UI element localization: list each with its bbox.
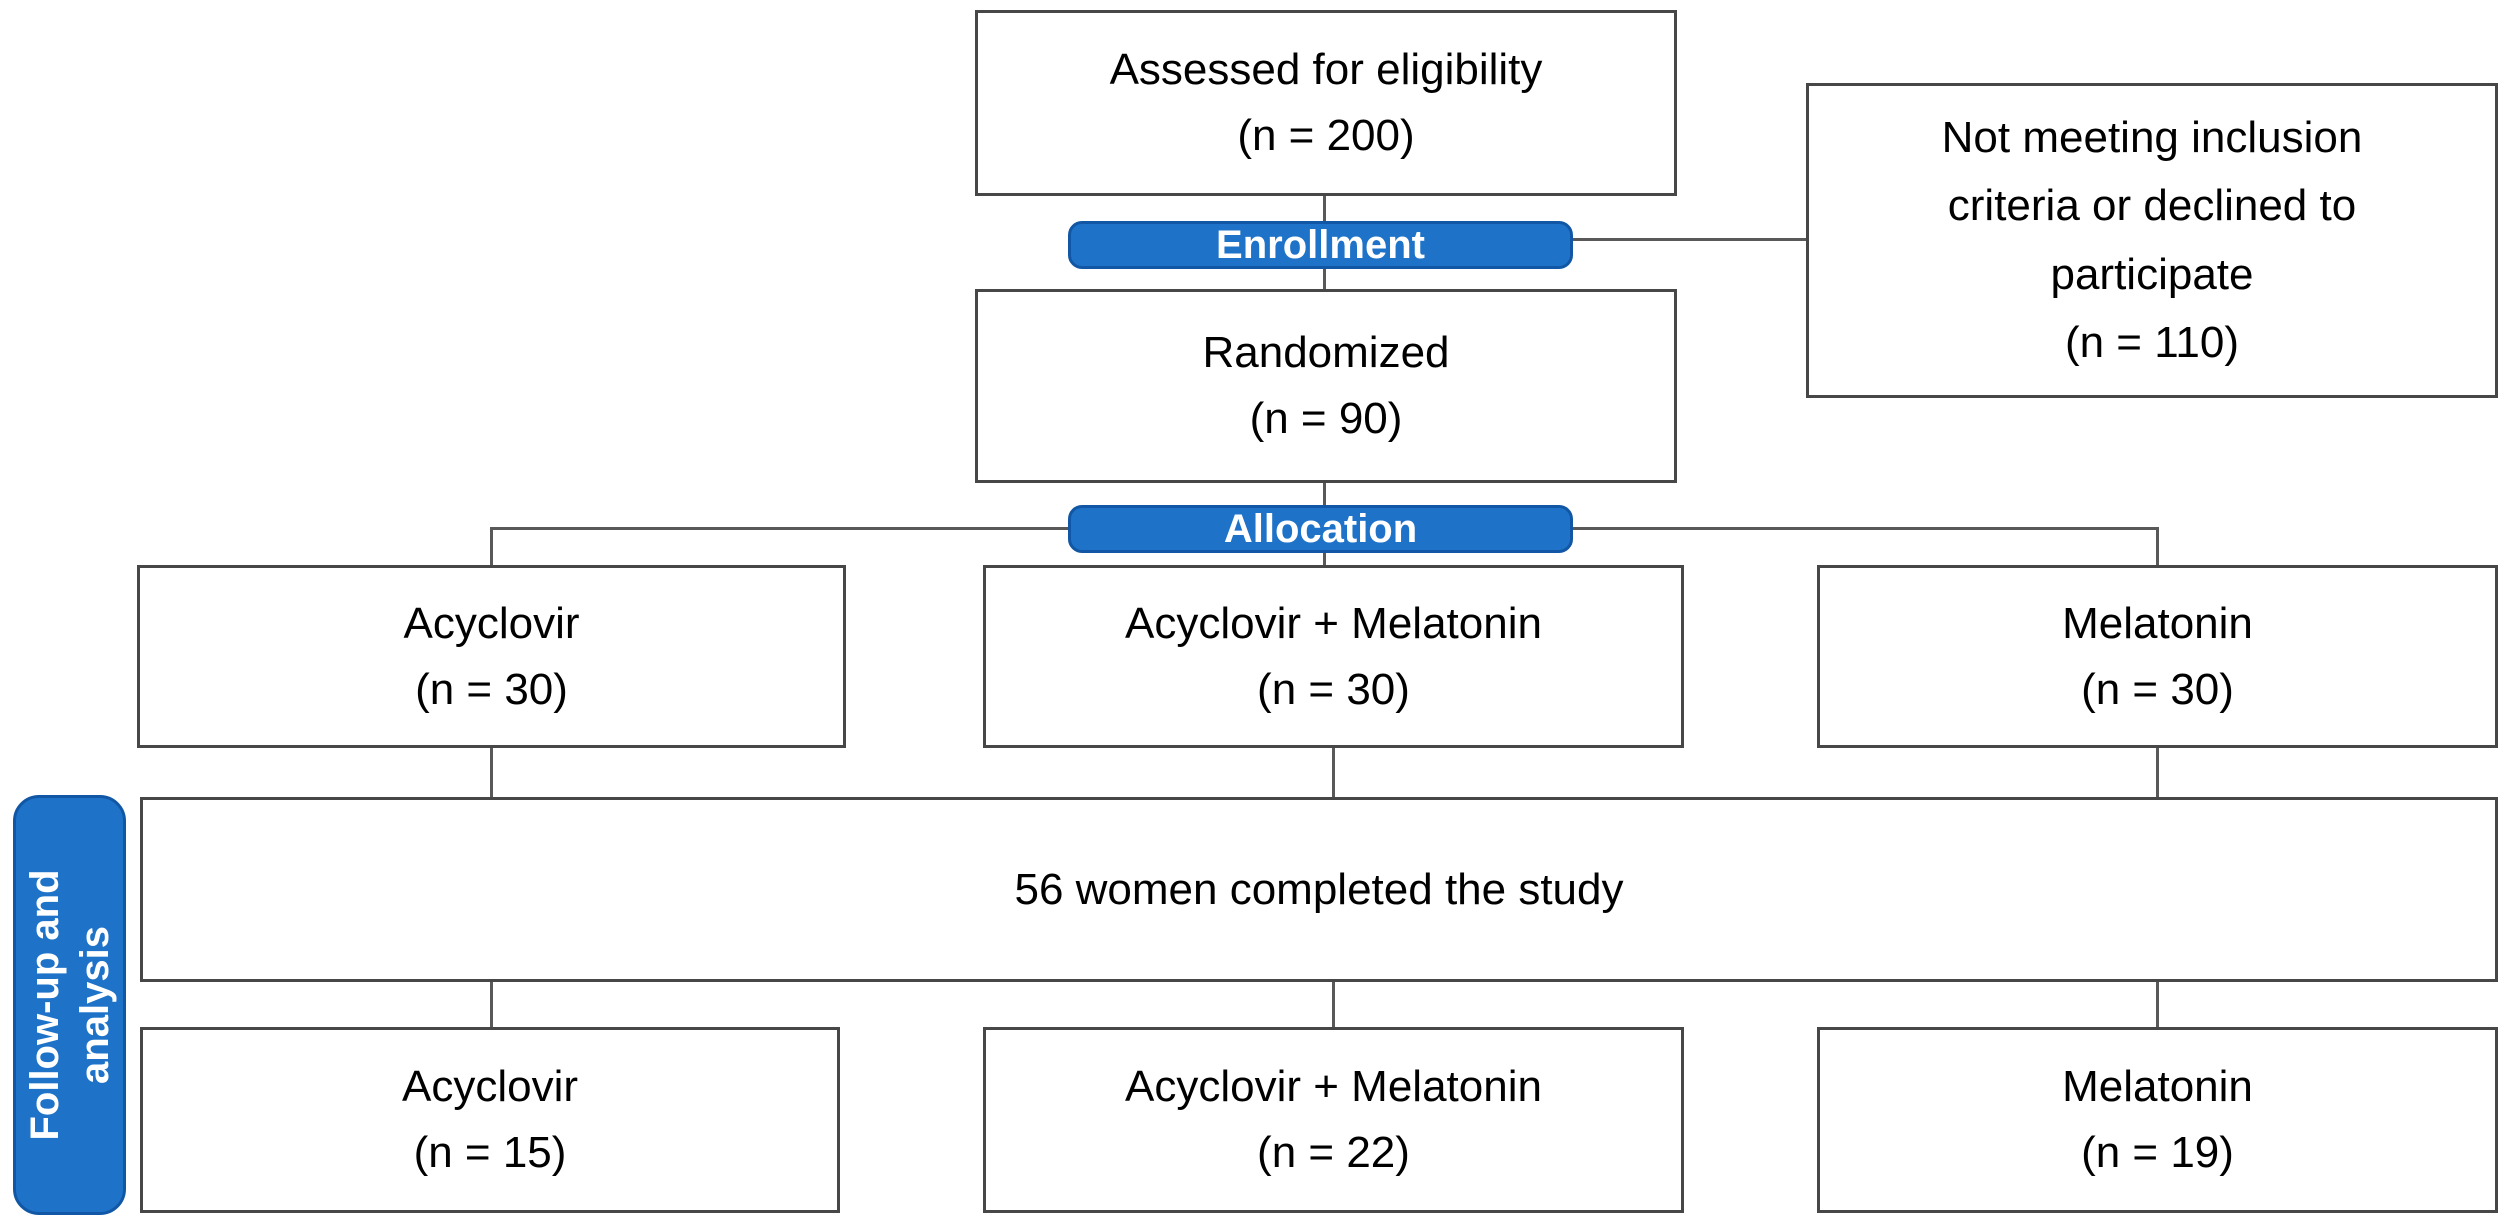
completed-study-box: 56 women completed the study	[140, 797, 2498, 982]
connector-acyclovir-to-completed	[490, 748, 493, 797]
connector-completed-to-acyclovir-followup	[490, 982, 493, 1027]
connector-melatonin-to-completed	[2156, 748, 2159, 797]
assessed-for-eligibility-box: Assessed for eligibility (n = 200)	[975, 10, 1677, 196]
followup-analysis-stage-badge: Follow-up and analysis	[13, 795, 126, 1215]
connector-allocation-to-acyclovir	[490, 527, 493, 565]
followup-melatonin-box: Melatonin (n = 19)	[1817, 1027, 2498, 1213]
enrollment-stage-badge: Enrollment	[1068, 221, 1573, 269]
followup-analysis-stage-label: Follow-up and analysis	[22, 869, 117, 1141]
connector-allocation-to-melatonin	[2156, 527, 2159, 565]
connector-enrollment-to-excluded	[1573, 238, 1806, 241]
allocation-stage-badge: Allocation	[1068, 505, 1573, 553]
randomized-box: Randomized (n = 90)	[975, 289, 1677, 483]
followup-acyclovir-melatonin-box: Acyclovir + Melatonin (n = 22)	[983, 1027, 1684, 1213]
allocation-melatonin-box: Melatonin (n = 30)	[1817, 565, 2498, 748]
allocation-acyclovir-melatonin-box: Acyclovir + Melatonin (n = 30)	[983, 565, 1684, 748]
followup-acyclovir-box: Acyclovir (n = 15)	[140, 1027, 840, 1213]
not-meeting-criteria-box: Not meeting inclusion criteria or declin…	[1806, 83, 2498, 398]
connector-completed-to-acyclovir-melatonin-followup	[1332, 982, 1335, 1027]
connector-acyclovir-melatonin-to-completed	[1332, 748, 1335, 797]
connector-completed-to-melatonin-followup	[2156, 982, 2159, 1027]
allocation-acyclovir-box: Acyclovir (n = 30)	[137, 565, 846, 748]
